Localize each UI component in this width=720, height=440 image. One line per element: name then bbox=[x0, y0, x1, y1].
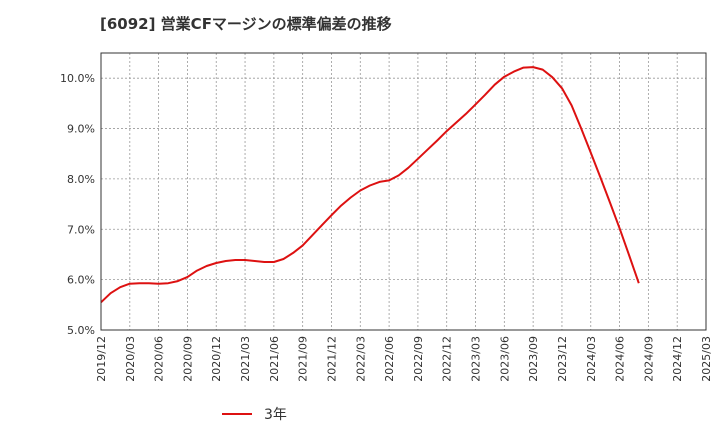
plot-area bbox=[100, 52, 707, 331]
plot-frame bbox=[100, 52, 707, 331]
x-tick-label: 2023/03 bbox=[470, 336, 483, 382]
x-tick-label: 2021/12 bbox=[325, 336, 338, 382]
y-tick-label: 7.0% bbox=[67, 223, 95, 236]
y-tick-label: 8.0% bbox=[67, 173, 95, 186]
x-tick-label: 2021/09 bbox=[297, 336, 310, 382]
x-tick-label: 2019/12 bbox=[95, 336, 108, 382]
series-line-3年 bbox=[100, 66, 640, 304]
x-tick-label: 2020/06 bbox=[153, 336, 166, 382]
x-tick-label: 2025/03 bbox=[700, 336, 713, 382]
chart-title: [6092] 営業CFマージンの標準偏差の推移 bbox=[100, 15, 392, 33]
x-tick-label: 2022/12 bbox=[441, 336, 454, 382]
x-tick-label: 2023/06 bbox=[498, 336, 511, 382]
x-tick-label: 2024/06 bbox=[614, 336, 627, 382]
x-tick-label: 2021/06 bbox=[268, 336, 281, 382]
x-tick-label: 2023/12 bbox=[556, 336, 569, 382]
x-tick-label: 2022/03 bbox=[354, 336, 367, 382]
x-tick-label: 2023/09 bbox=[527, 336, 540, 382]
x-tick-label: 2024/12 bbox=[671, 336, 684, 382]
y-tick-label: 6.0% bbox=[67, 274, 95, 287]
x-tick-label: 2020/12 bbox=[210, 336, 223, 382]
x-tick-label: 2024/03 bbox=[585, 336, 598, 382]
x-tick-label: 2022/06 bbox=[383, 336, 396, 382]
x-tick-label: 2022/09 bbox=[412, 336, 425, 382]
y-tick-label: 9.0% bbox=[67, 123, 95, 136]
y-tick-label: 5.0% bbox=[67, 324, 95, 337]
x-tick-label: 2024/09 bbox=[642, 336, 655, 382]
x-tick-label: 2020/03 bbox=[124, 336, 137, 382]
x-tick-label: 2021/03 bbox=[239, 336, 252, 382]
x-tick-label: 2020/09 bbox=[181, 336, 194, 382]
y-tick-label: 10.0% bbox=[60, 72, 95, 85]
legend-label: 3年 bbox=[264, 407, 287, 423]
